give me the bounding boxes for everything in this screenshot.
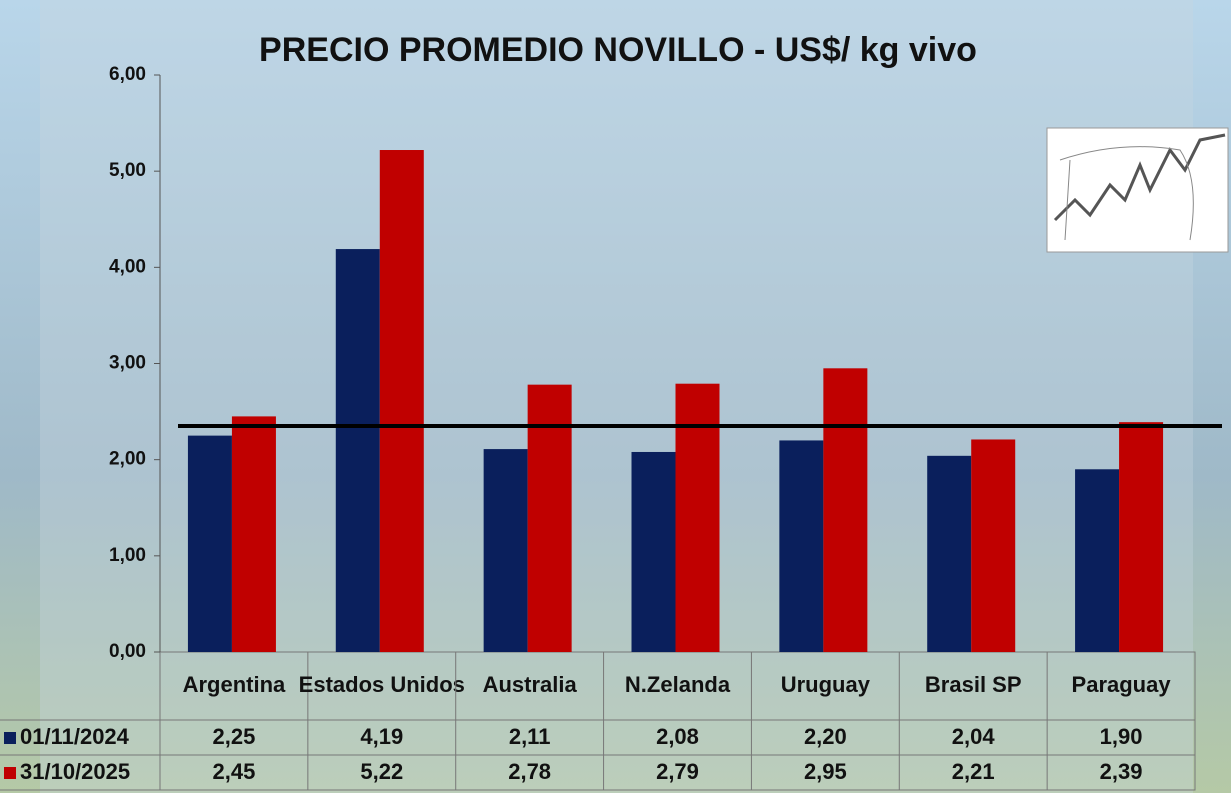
legend-label: 01/11/2024	[20, 724, 130, 749]
value-label: 4,19	[360, 724, 403, 749]
chart-title: PRECIO PROMEDIO NOVILLO - US$/ kg vivo	[259, 31, 977, 69]
bar	[675, 383, 720, 652]
legend-swatch	[4, 732, 16, 744]
bar	[379, 150, 424, 652]
x-tick-label: Estados Unidos	[299, 672, 465, 697]
bar	[483, 449, 528, 652]
bar	[527, 384, 572, 652]
value-label: 2,04	[952, 724, 996, 749]
bar	[1119, 422, 1164, 652]
x-tick-label: Brasil SP	[925, 672, 1022, 697]
y-tick-label: 2,00	[109, 449, 146, 470]
value-label: 2,78	[508, 759, 551, 784]
value-label: 2,39	[1100, 759, 1143, 784]
bar	[631, 451, 676, 652]
y-tick-label: 0,00	[109, 641, 146, 662]
value-label: 2,20	[804, 724, 847, 749]
bar	[1075, 469, 1120, 652]
bar	[779, 440, 824, 652]
bar	[823, 368, 868, 652]
bar	[231, 416, 276, 652]
y-tick-label: 1,00	[109, 545, 146, 566]
x-tick-label: N.Zelanda	[625, 672, 731, 697]
y-tick-label: 5,00	[109, 160, 146, 181]
x-tick-label: Paraguay	[1072, 672, 1172, 697]
y-tick-label: 4,00	[109, 256, 146, 277]
value-label: 2,21	[952, 759, 995, 784]
value-label: 2,08	[656, 724, 699, 749]
bar	[187, 435, 232, 652]
value-label: 2,45	[213, 759, 256, 784]
y-tick-label: 3,00	[109, 353, 146, 374]
legend-label: 31/10/2025	[20, 759, 130, 784]
bar	[971, 439, 1016, 652]
bar	[335, 249, 380, 653]
x-tick-label: Australia	[483, 672, 578, 697]
value-label: 2,95	[804, 759, 847, 784]
x-tick-label: Argentina	[183, 672, 286, 697]
backdrop	[40, 0, 1193, 793]
value-label: 2,11	[509, 724, 551, 749]
value-label: 2,79	[656, 759, 699, 784]
bar	[927, 455, 972, 652]
value-label: 1,90	[1100, 724, 1143, 749]
y-tick-label: 6,00	[109, 64, 146, 85]
x-tick-label: Uruguay	[781, 672, 871, 697]
logo	[1046, 127, 1229, 253]
value-label: 2,25	[213, 724, 256, 749]
legend-swatch	[4, 767, 16, 779]
value-label: 5,22	[360, 759, 403, 784]
